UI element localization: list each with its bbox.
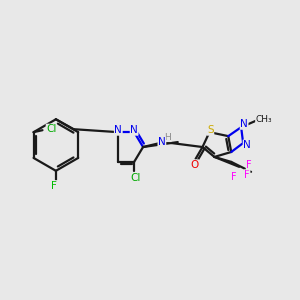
- Text: F: F: [246, 160, 252, 170]
- Text: S: S: [207, 125, 214, 135]
- Text: F: F: [51, 181, 57, 191]
- Text: N: N: [114, 125, 122, 135]
- Text: N: N: [240, 119, 248, 129]
- Text: N: N: [243, 140, 251, 150]
- Text: F: F: [244, 170, 250, 180]
- Text: H: H: [164, 133, 171, 142]
- Text: O: O: [190, 160, 199, 170]
- Text: CH₃: CH₃: [256, 115, 272, 124]
- Text: F: F: [231, 172, 237, 182]
- Text: Cl: Cl: [130, 173, 140, 183]
- Text: N: N: [158, 137, 166, 147]
- Text: N: N: [130, 125, 138, 135]
- Text: Cl: Cl: [46, 124, 57, 134]
